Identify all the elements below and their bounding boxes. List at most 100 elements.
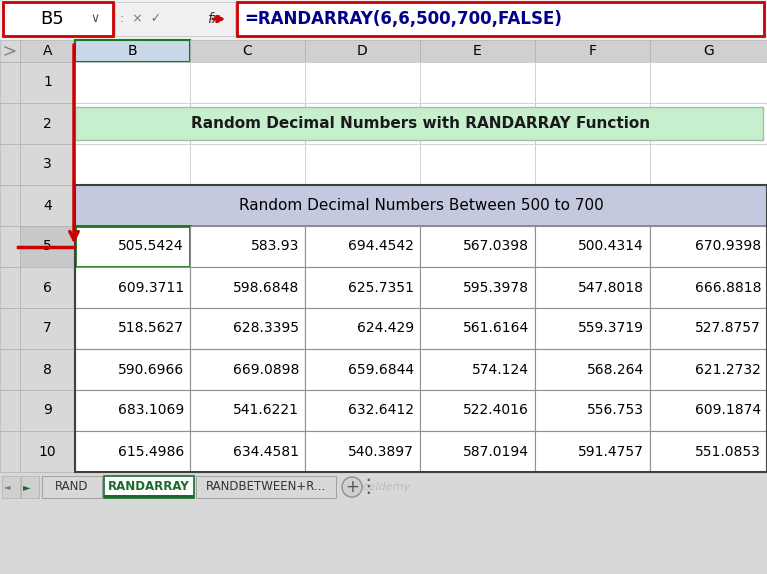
- Bar: [0, 62, 20, 103]
- Text: 1: 1: [43, 76, 52, 90]
- Text: =RANDARRAY(6,6,500,700,FALSE): =RANDARRAY(6,6,500,700,FALSE): [244, 10, 562, 28]
- Text: 587.0194: 587.0194: [463, 444, 529, 459]
- Bar: [190, 103, 305, 144]
- Bar: [650, 308, 767, 349]
- Bar: [190, 431, 305, 472]
- Text: ∨: ∨: [91, 13, 100, 25]
- Text: 9: 9: [43, 404, 52, 417]
- Bar: [75, 40, 190, 62]
- Bar: [190, 226, 305, 267]
- Bar: [0, 267, 20, 308]
- Text: 568.264: 568.264: [587, 363, 644, 377]
- Bar: [20, 308, 75, 349]
- Text: 598.6848: 598.6848: [232, 281, 299, 294]
- Bar: [75, 185, 767, 472]
- Text: 6: 6: [43, 281, 52, 294]
- Bar: [75, 185, 767, 226]
- Bar: [535, 226, 650, 267]
- Bar: [75, 308, 190, 349]
- Bar: [75, 390, 190, 431]
- Text: 561.6164: 561.6164: [463, 321, 529, 335]
- Text: 595.3978: 595.3978: [463, 281, 529, 294]
- Text: ◄: ◄: [4, 483, 11, 491]
- Text: 591.4757: 591.4757: [578, 444, 644, 459]
- Bar: [190, 390, 305, 431]
- Bar: [75, 62, 190, 103]
- Bar: [190, 267, 305, 308]
- Bar: [535, 144, 650, 185]
- Text: 500.4314: 500.4314: [578, 239, 644, 254]
- Text: 5: 5: [43, 239, 52, 254]
- Text: 628.3395: 628.3395: [233, 321, 299, 335]
- Bar: [75, 267, 190, 308]
- Bar: [104, 495, 194, 498]
- Bar: [75, 144, 190, 185]
- Bar: [650, 226, 767, 267]
- Bar: [420, 390, 535, 431]
- Text: 609.1874: 609.1874: [695, 404, 761, 417]
- Text: 3: 3: [43, 157, 52, 172]
- Bar: [20, 267, 75, 308]
- Bar: [305, 144, 420, 185]
- Text: 615.4986: 615.4986: [118, 444, 184, 459]
- Bar: [650, 390, 767, 431]
- Bar: [420, 40, 535, 62]
- Text: RANDARRAY: RANDARRAY: [108, 479, 190, 492]
- Bar: [535, 62, 650, 103]
- Text: B: B: [127, 44, 137, 58]
- Bar: [20, 185, 75, 226]
- Text: 659.6844: 659.6844: [348, 363, 414, 377]
- Bar: [535, 267, 650, 308]
- Text: fx: fx: [207, 12, 221, 26]
- Bar: [20, 349, 75, 390]
- Bar: [305, 103, 420, 144]
- Bar: [535, 185, 650, 226]
- Text: Random Decimal Numbers Between 500 to 700: Random Decimal Numbers Between 500 to 70…: [239, 198, 604, 213]
- Bar: [75, 431, 190, 472]
- Text: 10: 10: [38, 444, 56, 459]
- Text: 559.3719: 559.3719: [578, 321, 644, 335]
- Text: 669.0898: 669.0898: [232, 363, 299, 377]
- Bar: [190, 144, 305, 185]
- Text: 4: 4: [43, 199, 52, 212]
- Bar: [190, 40, 305, 62]
- Text: B5: B5: [40, 10, 64, 28]
- Text: 547.8018: 547.8018: [578, 281, 644, 294]
- Bar: [650, 308, 767, 349]
- Text: ⋮: ⋮: [358, 478, 378, 497]
- Text: RANDBETWEEN+R...: RANDBETWEEN+R...: [206, 479, 326, 492]
- Bar: [190, 431, 305, 472]
- Bar: [0, 431, 20, 472]
- Bar: [305, 431, 420, 472]
- Bar: [535, 226, 650, 267]
- Text: exceldemy: exceldemy: [350, 482, 410, 492]
- Text: 583.93: 583.93: [251, 239, 299, 254]
- Bar: [115, 2, 235, 36]
- Bar: [190, 185, 305, 226]
- Bar: [0, 308, 20, 349]
- Bar: [650, 267, 767, 308]
- Text: ►: ►: [23, 482, 31, 492]
- Bar: [420, 308, 535, 349]
- Bar: [75, 431, 190, 472]
- Text: 574.124: 574.124: [472, 363, 529, 377]
- Bar: [535, 431, 650, 472]
- Text: 609.3711: 609.3711: [118, 281, 184, 294]
- Bar: [20, 62, 75, 103]
- Bar: [535, 390, 650, 431]
- Text: 8: 8: [43, 363, 52, 377]
- Bar: [0, 349, 20, 390]
- Bar: [650, 431, 767, 472]
- Bar: [104, 476, 194, 498]
- Bar: [0, 390, 20, 431]
- Bar: [650, 267, 767, 308]
- Bar: [0, 226, 20, 267]
- Bar: [0, 472, 767, 574]
- Text: 505.5424: 505.5424: [118, 239, 184, 254]
- Bar: [420, 226, 535, 267]
- Text: 624.429: 624.429: [357, 321, 414, 335]
- Bar: [420, 62, 535, 103]
- Bar: [535, 390, 650, 431]
- Text: 632.6412: 632.6412: [348, 404, 414, 417]
- Text: D: D: [357, 44, 368, 58]
